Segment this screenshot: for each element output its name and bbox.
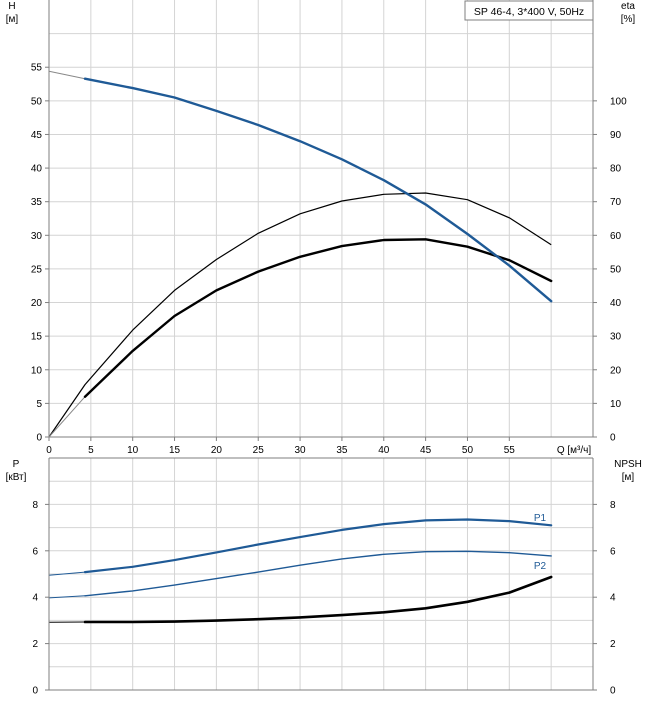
x-tick-label: 25	[253, 445, 265, 456]
y-left-tick-label: 50	[31, 96, 43, 107]
x-tick-label: 35	[336, 445, 348, 456]
y-left-tick-label: 15	[31, 332, 43, 343]
x-tick-label: 55	[504, 445, 516, 456]
y-right-label-lower: NPSH	[614, 459, 642, 470]
x-tick-label: 10	[127, 445, 139, 456]
pump-label-box: SP 46-4, 3*400 V, 50Hz	[465, 1, 593, 20]
y-right-tick-label: 70	[610, 197, 622, 208]
x-tick-label: 15	[169, 445, 181, 456]
y-right-tick-label: 30	[610, 332, 622, 343]
y-left-tick-label: 25	[31, 264, 43, 275]
y-right-unit-upper: [%]	[621, 14, 636, 25]
y-left-tick-label: 4	[32, 593, 38, 604]
y-left-unit-upper: [м]	[6, 14, 19, 25]
y-right-tick-label: 4	[610, 593, 616, 604]
y-right-tick-label: 60	[610, 231, 622, 242]
y-left-tick-label: 5	[36, 399, 42, 410]
y-right-tick-label: 0	[610, 433, 616, 444]
y-left-tick-label: 20	[31, 298, 43, 309]
y-left-tick-label: 2	[32, 639, 38, 650]
y-right-tick-label: 6	[610, 546, 616, 557]
y-left-label-upper: H	[8, 1, 15, 12]
y-right-tick-label: 100	[610, 96, 627, 107]
x-axis-label: Q [м³/ч]	[557, 445, 592, 456]
series-label-p2: P2	[534, 561, 547, 572]
y-right-tick-label: 2	[610, 639, 616, 650]
y-left-tick-label: 35	[31, 197, 43, 208]
y-left-label-lower: P	[13, 459, 20, 470]
y-right-tick-label: 10	[610, 399, 622, 410]
y-right-label-upper: eta	[621, 1, 635, 12]
y-right-unit-lower: [м]	[622, 472, 635, 483]
y-right-tick-label: 80	[610, 164, 622, 175]
y-right-tick-label: 8	[610, 500, 616, 511]
y-left-tick-label: 10	[31, 365, 43, 376]
y-left-tick-label: 0	[32, 686, 38, 697]
x-tick-label: 45	[420, 445, 432, 456]
pump-label: SP 46-4, 3*400 V, 50Hz	[474, 6, 584, 18]
y-left-tick-label: 40	[31, 164, 43, 175]
y-left-tick-label: 55	[31, 63, 43, 74]
y-right-tick-label: 50	[610, 264, 622, 275]
x-tick-label: 40	[378, 445, 390, 456]
y-left-tick-label: 0	[36, 433, 42, 444]
y-left-unit-lower: [кВт]	[6, 472, 27, 483]
series-label-p1: P1	[534, 513, 547, 524]
x-tick-label: 0	[46, 445, 52, 456]
x-tick-label: 30	[295, 445, 307, 456]
x-tick-label: 50	[462, 445, 474, 456]
y-left-tick-label: 30	[31, 231, 43, 242]
y-right-tick-label: 20	[610, 365, 622, 376]
y-right-tick-label: 90	[610, 130, 622, 141]
x-tick-label: 20	[211, 445, 223, 456]
y-right-tick-label: 40	[610, 298, 622, 309]
y-left-tick-label: 45	[31, 130, 43, 141]
y-left-tick-label: 6	[32, 546, 38, 557]
y-left-tick-label: 8	[32, 500, 38, 511]
x-tick-label: 5	[88, 445, 94, 456]
y-right-tick-label: 0	[610, 686, 616, 697]
